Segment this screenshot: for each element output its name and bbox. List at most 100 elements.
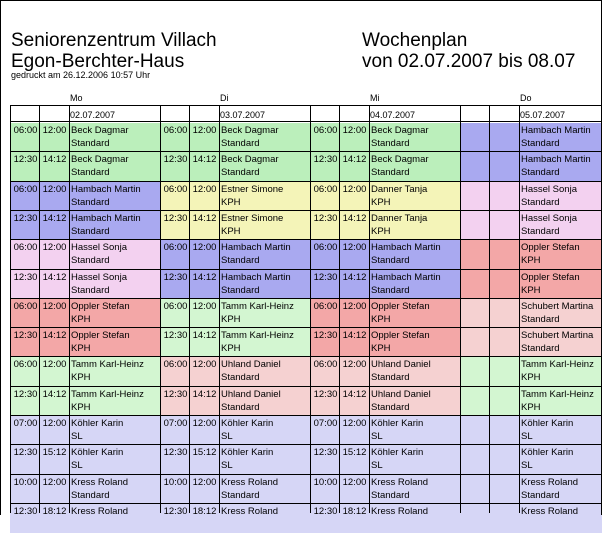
shift-end-time: 14:12: [192, 154, 217, 166]
shift-cell[interactable]: 12:30 15:12 Köhler Karin SL: [160, 445, 310, 475]
shift-end-time: 12:00: [42, 359, 67, 371]
shift-cell[interactable]: 12:30 14:12 Oppler Stefan KPH: [310, 328, 460, 358]
shift-type: KPH: [521, 401, 541, 413]
employee-name: Köhler Karin: [221, 447, 274, 459]
shift-cell[interactable]: Hambach Martin Standard: [460, 123, 602, 153]
row-separator-line: [10, 474, 602, 475]
shift-cell[interactable]: 06:00 12:00 Hambach Martin Standard: [310, 240, 460, 270]
shift-end-time: 14:12: [42, 154, 67, 166]
employee-name: Köhler Karin: [71, 418, 124, 429]
shift-cell[interactable]: Oppler Stefan KPH: [460, 269, 602, 299]
shift-cell[interactable]: 06:00 12:00 Tamm Karl-Heinz KPH: [160, 298, 310, 329]
shift-cell[interactable]: 06:00 12:00 Beck Dagmar Standard: [160, 123, 310, 153]
shift-end-time: 14:12: [42, 330, 67, 342]
shift-cell[interactable]: 06:00 12:00 Oppler Stefan KPH: [310, 298, 460, 329]
shift-cell[interactable]: 12:30 18:12 Kress Roland: [310, 503, 460, 533]
shift-cell[interactable]: 12:30 14:12 Beck Dagmar Standard: [160, 152, 310, 182]
shift-cell[interactable]: 12:30 14:12 Uhland Daniel Standard: [160, 386, 310, 416]
shift-cell[interactable]: Tamm Karl-Heinz KPH: [460, 386, 602, 416]
shift-end-time: 12:00: [192, 359, 217, 371]
shift-cell[interactable]: 12:30 14:12 Uhland Daniel Standard: [310, 386, 460, 416]
plan-date-range: von 02.07.2007 bis 08.07: [362, 51, 576, 72]
shift-start-time: 12:30: [163, 154, 188, 166]
shift-cell[interactable]: 07:00 12:00 Köhler Karin SL: [310, 416, 460, 446]
shift-cell[interactable]: Hambach Martin Standard: [460, 152, 602, 182]
shift-end-time: 12:00: [42, 125, 67, 136]
shift-cell[interactable]: 12:30 18:12 Kress Roland: [10, 503, 160, 533]
shift-cell[interactable]: Köhler Karin SL: [460, 445, 602, 475]
shift-cell[interactable]: 12:30 18:12 Kress Roland: [160, 503, 310, 533]
row-separator-line: [10, 327, 602, 328]
shift-cell[interactable]: Tamm Karl-Heinz KPH: [460, 357, 602, 387]
shift-cell[interactable]: 06:00 12:00 Uhland Daniel Standard: [160, 357, 310, 387]
shift-type: KPH: [371, 343, 391, 355]
shift-type: SL: [521, 460, 533, 472]
shift-cell[interactable]: 12:30 14:12 Estner Simone KPH: [160, 210, 310, 241]
shift-cell[interactable]: Schubert Martina Standard: [460, 298, 602, 329]
employee-name: Estner Simone: [221, 212, 284, 224]
shift-cell[interactable]: 06:00 12:00 Danner Tanja KPH: [310, 181, 460, 211]
shift-cell[interactable]: 10:00 12:00 Kress Roland Standard: [10, 474, 160, 504]
employee-name: Beck Dagmar: [221, 125, 279, 136]
shift-cell[interactable]: 12:30 14:12 Hambach Martin Standard: [160, 269, 310, 299]
employee-name: Uhland Daniel: [221, 359, 281, 371]
shift-end-time: 14:12: [42, 212, 67, 224]
shift-cell[interactable]: Oppler Stefan KPH: [460, 240, 602, 270]
shift-end-time: 15:12: [342, 447, 367, 459]
shift-end-time: 14:12: [192, 271, 217, 283]
shift-cell[interactable]: 12:30 14:12 Hambach Martin Standard: [310, 269, 460, 299]
shift-end-time: 15:12: [192, 447, 217, 459]
employee-name: Tamm Karl-Heinz: [71, 359, 144, 371]
shift-cell[interactable]: 12:30 14:12 Hassel Sonja Standard: [10, 269, 160, 299]
shift-type: Standard: [221, 255, 260, 267]
employee-name: Beck Dagmar: [71, 154, 129, 166]
shift-start-time: 06:00: [313, 125, 338, 136]
shift-cell[interactable]: 06:00 12:00 Oppler Stefan KPH: [10, 298, 160, 329]
shift-type: Standard: [371, 489, 410, 501]
shift-cell[interactable]: 12:30 14:12 Beck Dagmar Standard: [10, 152, 160, 182]
shift-cell[interactable]: 06:00 12:00 Estner Simone KPH: [160, 181, 310, 211]
shift-cell[interactable]: 06:00 12:00 Beck Dagmar Standard: [10, 123, 160, 153]
shift-cell[interactable]: 12:30 14:12 Tamm Karl-Heinz KPH: [10, 386, 160, 416]
shift-cell[interactable]: 12:30 14:12 Danner Tanja KPH: [310, 210, 460, 241]
employee-name: Tamm Karl-Heinz: [221, 330, 294, 342]
shift-type: Standard: [221, 138, 260, 149]
shift-cell[interactable]: 07:00 12:00 Köhler Karin SL: [10, 416, 160, 446]
shift-end-time: 12:00: [192, 300, 217, 312]
shift-cell[interactable]: 12:30 14:12 Tamm Karl-Heinz KPH: [160, 328, 310, 358]
shift-cell[interactable]: 06:00 12:00 Hambach Martin Standard: [10, 181, 160, 211]
shift-cell[interactable]: 12:30 14:12 Oppler Stefan KPH: [10, 328, 160, 358]
employee-name: Hambach Martin: [371, 271, 441, 283]
shift-cell[interactable]: 06:00 12:00 Hambach Martin Standard: [160, 240, 310, 270]
shift-cell[interactable]: 06:00 12:00 Uhland Daniel Standard: [310, 357, 460, 387]
shift-start-time: 06:00: [13, 300, 38, 312]
shift-cell[interactable]: 06:00 12:00 Hassel Sonja Standard: [10, 240, 160, 270]
shift-cell[interactable]: Kress Roland: [460, 503, 602, 533]
shift-cell[interactable]: Hassel Sonja Standard: [460, 210, 602, 241]
shift-cell[interactable]: 06:00 12:00 Tamm Karl-Heinz KPH: [10, 357, 160, 387]
shift-cell[interactable]: Kress Roland Standard: [460, 474, 602, 504]
shift-type: Standard: [221, 372, 260, 384]
time-divider-line: [369, 105, 370, 513]
shift-type: SL: [371, 431, 383, 442]
shift-type: Standard: [371, 284, 410, 296]
shift-cell[interactable]: 12:30 15:12 Köhler Karin SL: [10, 445, 160, 475]
employee-name: Kress Roland: [521, 476, 579, 488]
shift-cell[interactable]: 06:00 12:00 Beck Dagmar Standard: [310, 123, 460, 153]
shift-cell[interactable]: 12:30 14:12 Beck Dagmar Standard: [310, 152, 460, 182]
shift-start-time: 12:30: [163, 388, 188, 400]
day-date-mi: 04.07.2007: [370, 110, 416, 120]
shift-end-time: 14:12: [192, 388, 217, 400]
row-separator-line: [10, 298, 602, 299]
shift-cell[interactable]: 10:00 12:00 Kress Roland Standard: [310, 474, 460, 504]
shift-type: Standard: [371, 138, 410, 149]
shift-end-time: 14:12: [192, 330, 217, 342]
shift-cell[interactable]: 10:00 12:00 Kress Roland Standard: [160, 474, 310, 504]
shift-cell[interactable]: Hassel Sonja Standard: [460, 181, 602, 211]
shift-cell[interactable]: Köhler Karin SL: [460, 416, 602, 446]
shift-start-time: 06:00: [313, 300, 338, 312]
shift-cell[interactable]: Schubert Martina Standard: [460, 328, 602, 358]
shift-cell[interactable]: 07:00 12:00 Köhler Karin SL: [160, 416, 310, 446]
shift-cell[interactable]: 12:30 14:12 Hambach Martin Standard: [10, 210, 160, 241]
shift-cell[interactable]: 12:30 15:12 Köhler Karin SL: [310, 445, 460, 475]
